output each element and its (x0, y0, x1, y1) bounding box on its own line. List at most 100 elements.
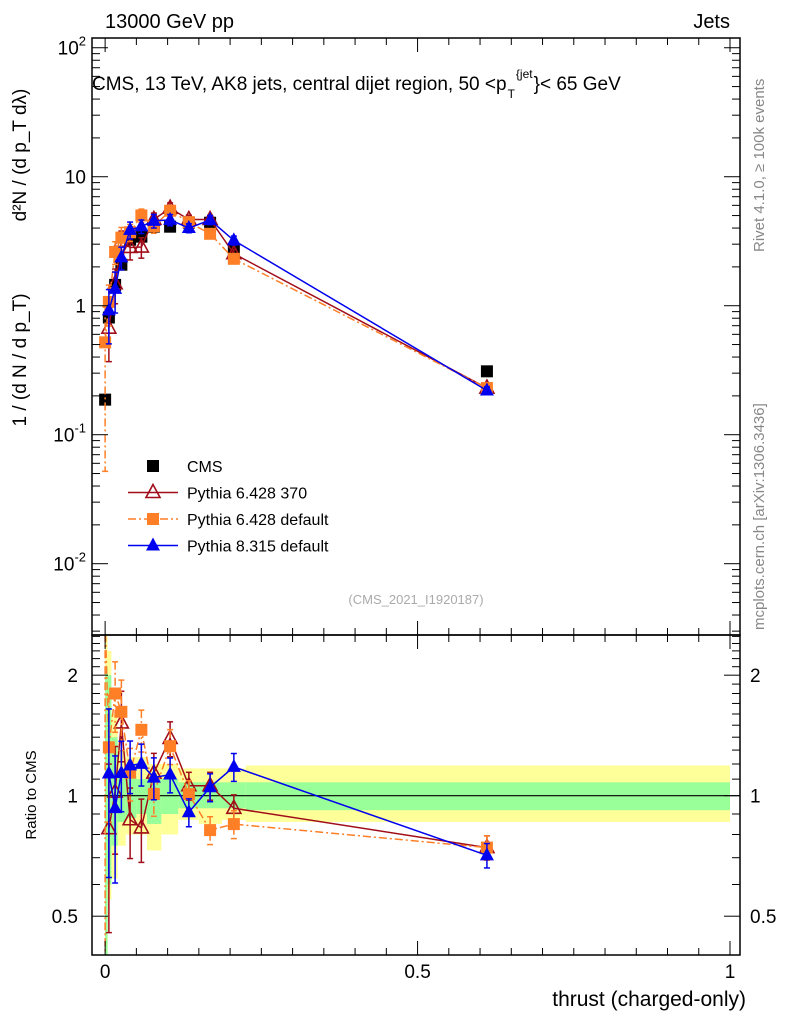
p8-point (101, 302, 116, 316)
p6_default-point (204, 227, 217, 240)
legend-item-p6_default: Pythia 6.428 default (128, 512, 329, 529)
p8-point (479, 382, 494, 396)
p8-point (108, 800, 123, 814)
p6_default-point (135, 209, 148, 222)
ratio-y-tick-label-left: 1 (67, 787, 78, 808)
p8-point (181, 804, 196, 818)
p8-point (146, 212, 161, 226)
p8-point (101, 765, 116, 779)
ratio-plot-marks (100, 635, 496, 955)
legend: CMS Pythia 6.428 370 Pythia 6.428 default P… (128, 459, 329, 556)
p6_default-point (109, 687, 122, 700)
p6_370-point (113, 713, 130, 729)
legend-label: Pythia 6.428 370 (187, 486, 307, 503)
y-tick-label: 102 (58, 34, 86, 60)
legend-label: Pythia 6.428 default (187, 512, 329, 529)
y-tick-exponent: 2 (79, 34, 86, 49)
legend-label: Pythia 8.315 default (187, 539, 329, 556)
p8-point (114, 249, 129, 263)
p6_default-point (227, 818, 240, 831)
analysis-watermark: (CMS_2021_I1920187) (348, 592, 483, 607)
y-tick-label: 10-2 (53, 550, 86, 576)
p8-line (108, 219, 488, 392)
ylabel-left: 1 / (d N / d p_T) (10, 293, 31, 426)
y-tick-base: 1 (75, 297, 86, 318)
y-tick-exponent: -1 (74, 421, 86, 436)
p6_default-point (115, 705, 128, 718)
plot-title: CMS, 13 TeV, AK8 jets, central dijet reg… (92, 67, 621, 101)
x-axis-label: thrust (charged-only) (552, 988, 746, 1011)
band-stat-bin (161, 779, 179, 815)
p6_default-point (135, 723, 148, 736)
ratio-y-tick-label-left: 2 (67, 666, 78, 687)
y-tick-base: 10 (53, 555, 74, 576)
p8-point (114, 764, 129, 778)
ratio-y-tick-label-right: 1 (750, 787, 761, 808)
legend-item-p8: Pythia 8.315 default (128, 537, 329, 556)
p8-point (123, 221, 138, 235)
band-stat-bin (136, 779, 147, 815)
p6_default-line (104, 635, 487, 849)
p8-point (134, 755, 149, 769)
title-sup: {jet (516, 67, 533, 81)
p6_370-point (121, 810, 139, 826)
ratio-y-axis-label: Ratio to CMS (23, 750, 40, 839)
x-tick-label: 0.5 (404, 962, 430, 983)
ratio-plot-frame (91, 634, 741, 956)
p8-point (163, 766, 178, 780)
ylabel-right: d²N / (d p_T dλ) (10, 89, 31, 222)
p6_370-point (121, 237, 139, 254)
p8-point (134, 218, 149, 232)
title-end: }< 65 GeV (534, 74, 621, 95)
p6_default-point (204, 824, 217, 837)
legend-marker-p6_370 (144, 482, 162, 499)
rivet-label: Rivet 4.1.0, ≥ 100k events (751, 79, 768, 252)
main-y-axis-label: 1 / (d N / d p_T) d²N / (d p_T dλ) (10, 89, 31, 427)
band-stat-bin (125, 775, 137, 818)
x-tick-label: 1 (725, 962, 736, 983)
y-tick-base: 10 (58, 39, 79, 60)
p6_default-point (182, 788, 195, 801)
cms-point (480, 365, 493, 378)
p8-point (203, 779, 218, 793)
y-tick-exponent: -2 (74, 550, 86, 565)
legend-item-p6_370: Pythia 6.428 370 (128, 482, 307, 503)
p8-point (226, 232, 241, 246)
cms-point (99, 393, 112, 406)
main-plot-marks (99, 198, 496, 473)
ratio-y-tick-label-left: 0.5 (52, 907, 78, 928)
legend-label: CMS (187, 459, 223, 476)
header-left: 13000 GeV pp (105, 11, 234, 33)
legend-item-cms: CMS (147, 459, 223, 476)
title-sub: T (508, 87, 516, 101)
y-tick-label: 10 (65, 168, 86, 189)
p6_370-point (133, 818, 150, 834)
legend-marker-cms (147, 460, 159, 472)
legend-marker-p6_default (147, 513, 159, 525)
p8-point (479, 847, 494, 861)
p8-point (163, 211, 178, 225)
p6_370-line (108, 207, 488, 389)
p6_370-point (133, 237, 150, 253)
p8-point (181, 220, 196, 234)
y-tick-label: 1 (75, 297, 86, 318)
ratio-y-tick-label-right: 2 (750, 666, 761, 687)
p6_default-line (104, 209, 488, 389)
p8-point (203, 211, 218, 225)
legend-marker-p8 (146, 537, 160, 551)
title-main: CMS, 13 TeV, AK8 jets, central dijet reg… (92, 74, 507, 95)
p6_default-point (164, 204, 177, 217)
p8-point (146, 769, 161, 783)
x-tick-label: 0 (100, 962, 111, 983)
p6_default-point (227, 252, 240, 265)
p8-point (123, 757, 138, 771)
ratio-y-tick-label-right: 0.5 (750, 907, 776, 928)
p6_default-point (109, 245, 122, 258)
y-tick-base: 10 (65, 168, 86, 189)
y-tick-base: 10 (53, 426, 74, 447)
p8-point (108, 280, 123, 294)
p8-point (226, 758, 241, 772)
band-stat-bin (105, 666, 108, 955)
header-right: Jets (693, 11, 730, 33)
